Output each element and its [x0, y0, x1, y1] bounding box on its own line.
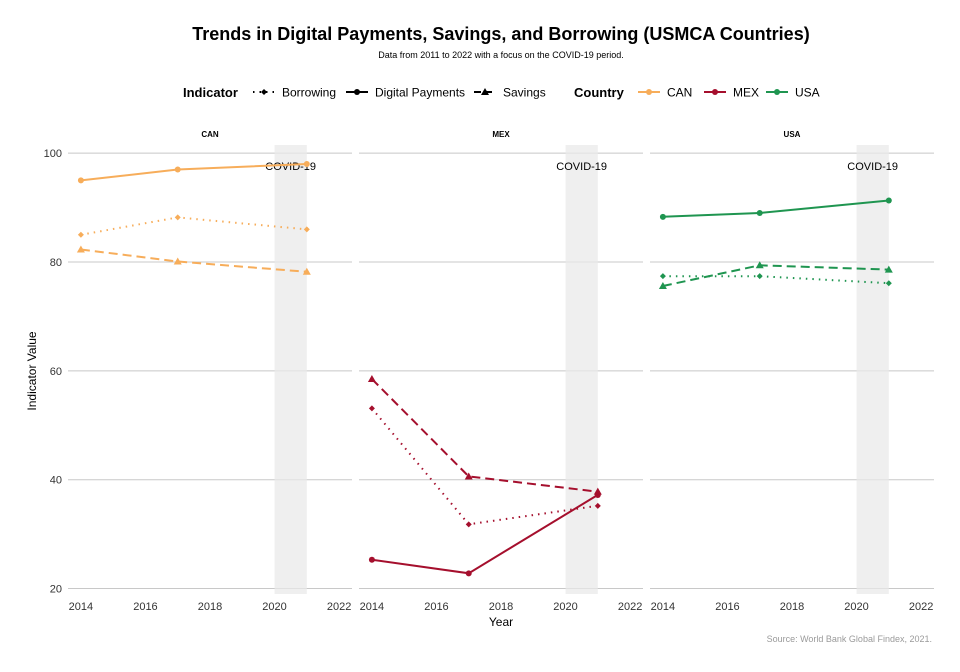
- legend-label-savings: Savings: [503, 86, 546, 100]
- data-point-can-savings: [302, 267, 311, 275]
- legend-title-indicator: Indicator: [183, 85, 238, 100]
- data-point-usa-digital-payments: [885, 197, 892, 204]
- y-tick-label: 80: [50, 257, 62, 269]
- covid-band: [274, 145, 307, 594]
- chart-title: Trends in Digital Payments, Savings, and…: [192, 24, 809, 44]
- series-line-can-savings: [80, 248, 307, 273]
- facet-panels: 20 40 60 80 100 CAN COVID-19 2014 2016 2018 2020 20…: [44, 130, 934, 613]
- data-point-mex-borrowing: [368, 405, 375, 412]
- chart-subtitle: Data from 2011 to 2022 with a focus on t…: [378, 50, 623, 60]
- x-tick-label: 2016: [715, 601, 739, 613]
- panel-strip-label: USA: [784, 130, 801, 139]
- panel-strip-label: CAN: [201, 130, 219, 139]
- legend-label-borrowing: Borrowing: [282, 86, 336, 100]
- covid-band: [856, 145, 889, 594]
- data-point-usa-digital-payments: [659, 213, 666, 220]
- y-axis-title: Indicator Value: [25, 331, 39, 410]
- data-point-mex-savings: [464, 472, 473, 480]
- legend-label-mex: MEX: [733, 86, 759, 100]
- panel-usa: USA COVID-19 2014 2016 2018 2020 2022: [650, 130, 934, 613]
- x-tick-label: 2022: [327, 601, 351, 613]
- series-line-mex-borrowing: [371, 407, 598, 526]
- x-tick-label: 2014: [651, 601, 675, 613]
- chart-caption: Source: World Bank Global Findex, 2021.: [767, 634, 932, 644]
- data-point-usa-savings: [755, 261, 764, 269]
- covid-annotation: COVID-19: [556, 161, 607, 173]
- panel-mex: MEX COVID-19 2014 2016 2018 2020 2022: [359, 130, 643, 613]
- data-point-mex-borrowing: [465, 521, 472, 528]
- y-tick-label: 100: [44, 148, 62, 160]
- x-tick-label: 2014: [360, 601, 384, 613]
- covid-annotation: COVID-19: [847, 161, 898, 173]
- x-tick-label: 2016: [133, 601, 157, 613]
- data-point-usa-borrowing: [659, 273, 666, 280]
- data-point-can-digital-payments: [77, 177, 84, 184]
- covid-band: [565, 145, 598, 594]
- legend-label-digital-payments: Digital Payments: [375, 86, 465, 100]
- data-point-mex-digital-payments: [368, 556, 375, 563]
- series-line-can-borrowing: [80, 216, 307, 236]
- series-line-usa-digital-payments: [662, 199, 889, 218]
- data-point-mex-borrowing: [594, 502, 601, 509]
- legend-marker-borrowing: [261, 89, 267, 95]
- x-tick-label: 2020: [553, 601, 577, 613]
- data-point-usa-savings: [658, 281, 667, 289]
- panel-strip-label: MEX: [492, 130, 510, 139]
- x-tick-label: 2022: [618, 601, 642, 613]
- x-tick-label: 2022: [909, 601, 933, 613]
- data-point-mex-savings: [367, 375, 376, 383]
- data-point-can-borrowing: [174, 214, 181, 221]
- legend-marker-mex: [712, 89, 718, 95]
- x-axis-title: Year: [489, 615, 513, 629]
- x-tick-label: 2020: [844, 601, 868, 613]
- data-point-can-savings: [76, 245, 85, 253]
- x-tick-label: 2018: [489, 601, 513, 613]
- x-tick-label: 2018: [780, 601, 804, 613]
- x-tick-label: 2014: [69, 601, 93, 613]
- legend-label-usa: USA: [795, 86, 820, 100]
- data-point-mex-savings: [593, 487, 602, 495]
- data-point-usa-borrowing: [885, 280, 892, 287]
- series-line-mex-savings: [371, 378, 598, 493]
- data-point-usa-digital-payments: [756, 210, 763, 217]
- legend-marker-savings: [481, 88, 489, 95]
- legend-label-can: CAN: [667, 86, 692, 100]
- data-point-usa-savings: [884, 265, 893, 273]
- x-tick-label: 2018: [198, 601, 222, 613]
- data-point-can-savings: [173, 257, 182, 265]
- legend-marker-can: [646, 89, 652, 95]
- data-point-can-digital-payments: [174, 166, 181, 173]
- legend-title-country: Country: [574, 85, 625, 100]
- y-tick-label: 20: [50, 584, 62, 596]
- data-point-can-digital-payments: [303, 161, 310, 168]
- y-tick-label: 40: [50, 475, 62, 487]
- series-line-mex-digital-payments: [371, 494, 599, 575]
- series-line-usa-borrowing: [662, 275, 889, 285]
- legend-marker-usa: [774, 89, 780, 95]
- legend-marker-digital-payments: [354, 89, 360, 95]
- x-tick-label: 2016: [424, 601, 448, 613]
- data-point-can-borrowing: [303, 226, 310, 233]
- x-tick-label: 2020: [262, 601, 286, 613]
- data-point-usa-borrowing: [756, 273, 763, 280]
- data-point-mex-digital-payments: [465, 570, 472, 577]
- y-tick-label: 60: [50, 366, 62, 378]
- legend: Indicator Borrowing Digital Payments Saving…: [183, 85, 820, 100]
- data-point-can-borrowing: [77, 231, 84, 238]
